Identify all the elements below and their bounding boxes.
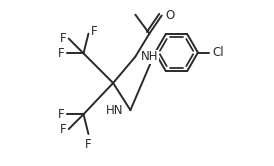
Text: F: F [91,25,98,39]
Text: F: F [59,32,66,45]
Text: F: F [58,47,65,60]
Text: HN: HN [105,104,123,117]
Text: O: O [165,9,174,22]
Text: F: F [85,138,92,151]
Text: F: F [59,123,66,136]
Text: NH: NH [141,50,159,63]
Text: Cl: Cl [212,46,224,59]
Text: F: F [58,108,65,121]
